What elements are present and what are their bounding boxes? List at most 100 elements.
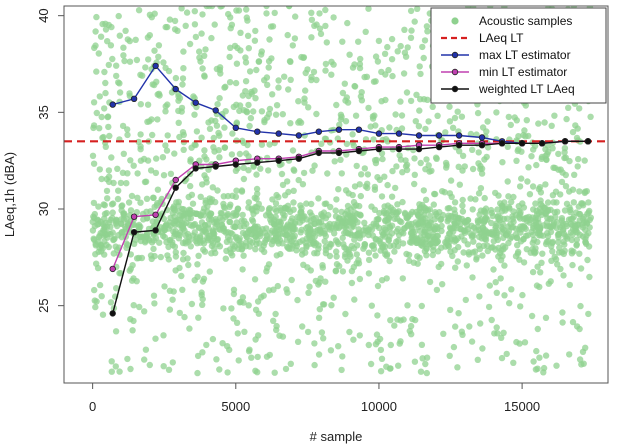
acoustic-sample-point: [566, 281, 573, 289]
acoustic-sample-point: [378, 98, 385, 105]
acoustic-sample-point: [578, 361, 585, 368]
acoustic-sample-point: [141, 356, 148, 363]
acoustic-sample-point: [541, 119, 548, 126]
acoustic-sample-point: [265, 167, 272, 174]
acoustic-sample-point: [482, 209, 489, 217]
acoustic-sample-point: [499, 253, 506, 260]
acoustic-sample-point: [220, 193, 227, 200]
acoustic-sample-point: [352, 209, 359, 217]
acoustic-sample-point: [261, 118, 268, 126]
acoustic-sample-point: [521, 339, 529, 346]
acoustic-sample-point: [187, 243, 194, 250]
acoustic-sample-point: [101, 105, 108, 112]
acoustic-sample-point: [149, 131, 156, 139]
acoustic-sample-point: [558, 178, 566, 186]
acoustic-sample-point: [370, 245, 378, 252]
acoustic-sample-point: [487, 206, 495, 214]
acoustic-sample-point: [459, 152, 467, 159]
acoustic-sample-point: [311, 361, 318, 369]
acoustic-sample-point: [477, 165, 484, 173]
acoustic-sample-point: [150, 245, 157, 253]
acoustic-sample-point: [401, 26, 408, 33]
acoustic-sample-point: [534, 325, 541, 333]
acoustic-sample-point: [287, 360, 294, 367]
acoustic-sample-point: [414, 6, 421, 12]
acoustic-sample-point: [252, 95, 259, 102]
acoustic-sample-point: [188, 300, 196, 308]
acoustic-sample-point: [369, 115, 377, 122]
acoustic-sample-point: [211, 21, 218, 28]
acoustic-sample-point: [339, 219, 346, 226]
acoustic-sample-point: [135, 7, 143, 14]
acoustic-sample-point: [472, 196, 479, 203]
acoustic-sample-point: [534, 230, 542, 237]
legend-label: weighted LT LAeq: [478, 82, 575, 96]
acoustic-sample-point: [202, 46, 209, 53]
acoustic-sample-point: [411, 18, 418, 25]
acoustic-sample-point: [354, 230, 361, 238]
acoustic-sample-point: [361, 73, 368, 81]
acoustic-sample-point: [391, 322, 398, 329]
acoustic-sample-point: [121, 57, 128, 65]
acoustic-sample-point: [186, 325, 193, 332]
acoustic-sample-point: [555, 239, 562, 246]
acoustic-sample-point: [287, 208, 294, 216]
acoustic-sample-point: [457, 225, 464, 233]
acoustic-sample-point: [339, 268, 347, 275]
acoustic-sample-point: [141, 178, 149, 186]
acoustic-sample-point: [474, 217, 481, 224]
acoustic-sample-point: [214, 187, 221, 194]
acoustic-sample-point: [358, 97, 366, 104]
weighted-lt-laeq-point: [212, 163, 219, 170]
acoustic-sample-point: [279, 333, 287, 340]
x-tick-label: 10000: [361, 399, 397, 414]
acoustic-sample-point: [545, 280, 552, 287]
acoustic-sample-point: [338, 366, 345, 374]
acoustic-sample-point: [239, 266, 246, 273]
acoustic-sample-point: [98, 293, 105, 300]
weighted-lt-laeq-point: [109, 310, 116, 317]
acoustic-sample-point: [443, 164, 450, 171]
acoustic-sample-point: [218, 210, 225, 217]
acoustic-sample-point: [576, 105, 583, 112]
acoustic-sample-point: [423, 23, 431, 30]
acoustic-sample-point: [446, 190, 454, 197]
acoustic-sample-point: [349, 64, 357, 71]
x-tick-label: 15000: [504, 399, 540, 414]
acoustic-sample-point: [313, 76, 320, 84]
acoustic-sample-point: [246, 346, 253, 353]
acoustic-sample-point: [243, 233, 250, 240]
weighted-lt-laeq-point: [518, 140, 526, 147]
acoustic-sample-point: [321, 238, 328, 245]
acoustic-sample-point: [417, 241, 425, 249]
max-lt-estimator-point: [315, 128, 322, 135]
acoustic-sample-point: [123, 244, 130, 251]
acoustic-sample-point: [357, 192, 364, 200]
acoustic-sample-point: [279, 240, 286, 247]
acoustic-sample-point: [118, 229, 125, 236]
acoustic-sample-point: [392, 184, 399, 192]
acoustic-sample-point: [105, 167, 113, 174]
acoustic-sample-point: [421, 248, 429, 255]
acoustic-sample-point: [493, 324, 500, 331]
acoustic-sample-point: [257, 165, 264, 172]
acoustic-sample-point: [429, 103, 436, 111]
acoustic-sample-point: [539, 232, 547, 239]
acoustic-sample-point: [533, 161, 540, 169]
acoustic-sample-point: [178, 6, 185, 12]
acoustic-sample-point: [520, 131, 527, 139]
acoustic-sample-point: [386, 124, 393, 131]
acoustic-sample-point: [266, 36, 273, 43]
acoustic-sample-point: [587, 214, 594, 221]
acoustic-sample-point: [99, 20, 106, 28]
acoustic-sample-point: [561, 241, 568, 248]
acoustic-sample-point: [346, 328, 353, 336]
acoustic-sample-point: [306, 283, 313, 290]
acoustic-sample-point: [403, 214, 410, 221]
acoustic-sample-point: [253, 66, 260, 74]
y-tick-label: 35: [36, 105, 51, 119]
acoustic-sample-point: [548, 257, 555, 264]
acoustic-sample-point: [268, 55, 275, 62]
acoustic-sample-point: [263, 10, 270, 17]
acoustic-sample-point: [575, 203, 582, 210]
